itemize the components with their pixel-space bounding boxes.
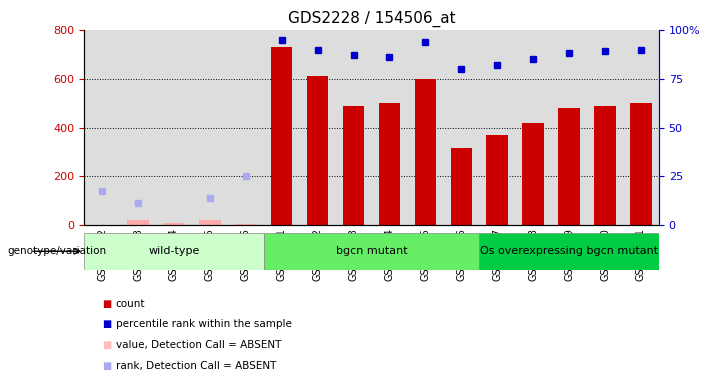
Bar bbox=[300, 30, 336, 225]
Text: value, Detection Call = ABSENT: value, Detection Call = ABSENT bbox=[116, 340, 281, 350]
Bar bbox=[336, 30, 372, 225]
Bar bbox=[128, 220, 149, 225]
Bar bbox=[271, 47, 292, 225]
Bar bbox=[479, 30, 515, 225]
Bar bbox=[343, 106, 365, 225]
Bar bbox=[443, 30, 479, 225]
Text: wild-type: wild-type bbox=[148, 246, 200, 256]
Bar bbox=[479, 232, 659, 270]
Bar bbox=[264, 30, 299, 225]
Text: ■: ■ bbox=[102, 299, 111, 309]
Bar bbox=[192, 30, 228, 225]
Bar bbox=[515, 30, 551, 225]
Text: percentile rank within the sample: percentile rank within the sample bbox=[116, 320, 292, 329]
Bar bbox=[594, 106, 615, 225]
Bar bbox=[163, 223, 184, 225]
Bar bbox=[630, 103, 652, 225]
Bar bbox=[372, 30, 407, 225]
Text: ■: ■ bbox=[102, 340, 111, 350]
Bar bbox=[623, 30, 659, 225]
Bar bbox=[551, 30, 587, 225]
Bar bbox=[228, 30, 264, 225]
Text: rank, Detection Call = ABSENT: rank, Detection Call = ABSENT bbox=[116, 361, 276, 370]
Text: ■: ■ bbox=[102, 320, 111, 329]
Bar bbox=[156, 30, 192, 225]
Bar bbox=[587, 30, 623, 225]
Bar bbox=[84, 232, 264, 270]
Bar bbox=[407, 30, 443, 225]
Bar bbox=[235, 224, 257, 225]
Bar bbox=[451, 148, 472, 225]
Title: GDS2228 / 154506_at: GDS2228 / 154506_at bbox=[287, 11, 456, 27]
Bar bbox=[414, 79, 436, 225]
Bar bbox=[264, 232, 479, 270]
Text: genotype/variation: genotype/variation bbox=[7, 246, 106, 256]
Bar bbox=[486, 135, 508, 225]
Bar bbox=[199, 220, 221, 225]
Bar bbox=[522, 123, 544, 225]
Text: ■: ■ bbox=[102, 361, 111, 370]
Text: Os overexpressing bgcn mutant: Os overexpressing bgcn mutant bbox=[480, 246, 658, 256]
Bar bbox=[558, 108, 580, 225]
Bar bbox=[379, 103, 400, 225]
Bar bbox=[120, 30, 156, 225]
Bar bbox=[307, 76, 328, 225]
Text: bgcn mutant: bgcn mutant bbox=[336, 246, 407, 256]
Bar bbox=[84, 30, 120, 225]
Text: count: count bbox=[116, 299, 145, 309]
